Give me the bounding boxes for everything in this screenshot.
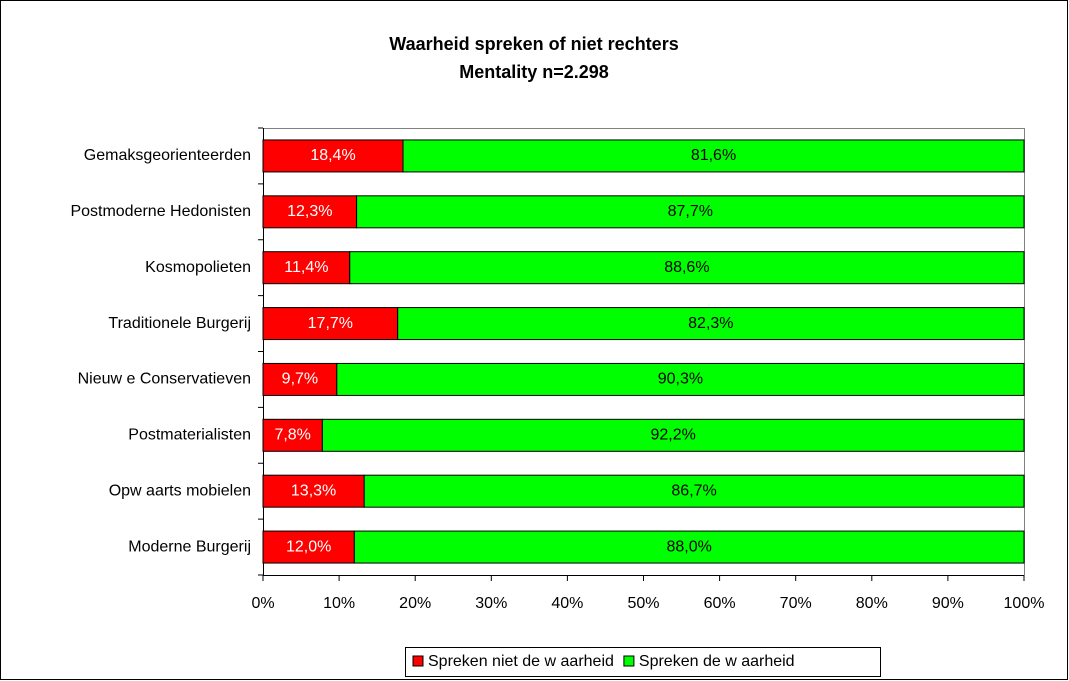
y-tick-label: Postmaterialisten bbox=[128, 427, 251, 444]
value-label: 88,6% bbox=[664, 259, 709, 276]
value-label: 81,6% bbox=[691, 147, 736, 164]
bar bbox=[262, 418, 323, 452]
bar bbox=[402, 139, 1025, 173]
bar bbox=[356, 195, 1025, 229]
x-tick-label: 20% bbox=[399, 595, 431, 612]
legend-box bbox=[405, 647, 881, 677]
y-tick-label: Opw aarts mobielen bbox=[109, 482, 251, 499]
value-label: 12,3% bbox=[287, 203, 332, 220]
x-tick-label: 0% bbox=[251, 595, 274, 612]
x-tick-label: 50% bbox=[627, 595, 659, 612]
value-label: 17,7% bbox=[308, 315, 353, 332]
y-tick-label: Kosmopolieten bbox=[145, 259, 251, 276]
y-tick-label: Postmoderne Hedonisten bbox=[70, 203, 251, 220]
bar bbox=[321, 418, 1025, 452]
value-label: 87,7% bbox=[668, 203, 713, 220]
bar bbox=[397, 307, 1025, 341]
bar bbox=[262, 139, 404, 173]
y-tick-label: Traditionele Burgerij bbox=[108, 315, 251, 332]
x-tick-label: 90% bbox=[932, 595, 964, 612]
value-label: 86,7% bbox=[671, 482, 716, 499]
x-tick-label: 70% bbox=[780, 595, 812, 612]
y-tick-label: Nieuw e Conservatieven bbox=[78, 371, 251, 388]
value-label: 92,2% bbox=[650, 427, 695, 444]
bar bbox=[262, 530, 355, 564]
x-tick-label: 30% bbox=[475, 595, 507, 612]
value-label: 18,4% bbox=[310, 147, 355, 164]
value-label: 88,0% bbox=[666, 538, 711, 555]
bar bbox=[349, 251, 1025, 285]
bar bbox=[363, 474, 1025, 508]
value-label: 9,7% bbox=[282, 371, 318, 388]
chart-title: Waarheid spreken of niet rechters bbox=[389, 34, 678, 54]
bar bbox=[353, 530, 1025, 564]
bar bbox=[262, 307, 399, 341]
value-label: 90,3% bbox=[658, 371, 703, 388]
value-label: 13,3% bbox=[291, 482, 336, 499]
bar bbox=[262, 195, 358, 229]
y-tick-label: Moderne Burgerij bbox=[128, 538, 251, 555]
x-tick-label: 60% bbox=[704, 595, 736, 612]
x-tick-label: 40% bbox=[551, 595, 583, 612]
value-label: 11,4% bbox=[284, 259, 328, 276]
bar bbox=[262, 362, 338, 396]
bar bbox=[262, 251, 351, 285]
legend-label: Spreken niet de w aarheid bbox=[428, 653, 614, 670]
x-tick-label: 80% bbox=[856, 595, 888, 612]
value-label: 12,0% bbox=[286, 538, 331, 555]
bar bbox=[262, 474, 365, 508]
bar bbox=[336, 362, 1025, 396]
y-tick-label: Gemaksgeorienteerden bbox=[84, 147, 251, 164]
value-label: 82,3% bbox=[688, 315, 733, 332]
legend-swatch bbox=[623, 655, 635, 667]
value-label: 7,8% bbox=[274, 427, 310, 444]
legend-swatch bbox=[412, 655, 424, 667]
x-tick-label: 10% bbox=[323, 595, 355, 612]
chart-subtitle: Mentality n=2.298 bbox=[459, 62, 609, 82]
x-tick-label: 100% bbox=[1004, 595, 1045, 612]
legend-label: Spreken de w aarheid bbox=[639, 653, 795, 670]
